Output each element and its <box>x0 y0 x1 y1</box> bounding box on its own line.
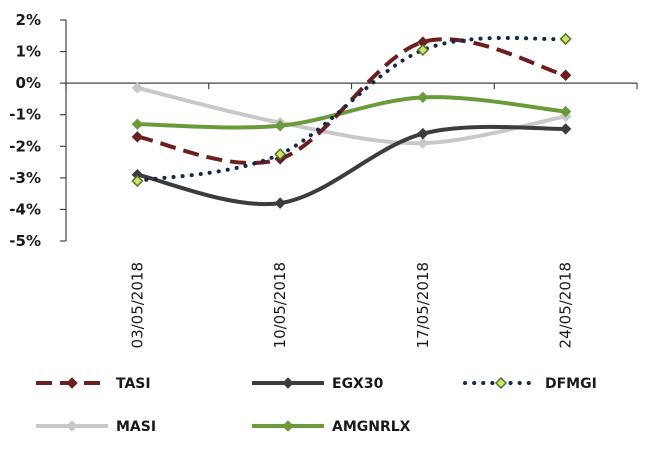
legend-label-dfmgi: DFMGI <box>545 376 597 392</box>
y-tick-label: -2% <box>9 137 41 155</box>
x-axis: 03/05/2018 10/05/2018 17/05/2018 24/05/2018 <box>65 82 638 348</box>
y-axis: 2% 1% 0% -1% -2% -3% -4% -5% <box>9 11 67 250</box>
legend-label-masi: MASI <box>116 419 156 435</box>
plot-area <box>131 32 572 209</box>
legend-marker-tasi <box>66 377 78 389</box>
y-tick-label: -5% <box>9 232 41 250</box>
series-line-amgnrlx <box>137 95 566 130</box>
legend-item-dfmgi: DFMGI <box>463 376 597 392</box>
data-point-egx30 <box>274 197 286 209</box>
legend-marker-amgnrlx <box>282 420 294 432</box>
data-point-amgnrlx <box>559 105 572 118</box>
legend-item-masi: MASI <box>36 419 156 435</box>
legend-label-amgnrlx: AMGNRLX <box>332 419 411 435</box>
y-tick-label: 0% <box>16 74 41 92</box>
data-point-masi <box>417 137 429 149</box>
legend-marker-dfmgi <box>494 376 508 390</box>
legend-item-egx30: EGX30 <box>252 376 384 392</box>
y-tick-label: 2% <box>16 11 41 29</box>
data-point-dfmgi <box>416 43 429 57</box>
x-tick-label: 10/05/2018 <box>271 262 289 348</box>
legend-marker-egx30 <box>282 377 294 389</box>
series-dfmgi <box>131 32 572 188</box>
series-line-dfmgi <box>135 35 568 184</box>
legend-item-amgnrlx: AMGNRLX <box>252 419 411 435</box>
data-point-masi <box>131 82 144 94</box>
x-tick-label: 24/05/2018 <box>557 262 575 348</box>
legend: TASI EGX30 DFMGI MASI AMGNRLX <box>36 376 597 435</box>
series-masi <box>131 82 572 149</box>
y-tick-label: 1% <box>16 43 41 61</box>
data-point-dfmgi <box>274 148 287 161</box>
x-tick-label: 17/05/2018 <box>414 262 432 348</box>
legend-label-egx30: EGX30 <box>332 376 384 392</box>
data-point-dfmgi <box>559 32 572 46</box>
data-point-egx30 <box>417 127 429 140</box>
data-point-amgnrlx <box>131 118 144 130</box>
y-tick-label: -3% <box>9 169 41 187</box>
legend-item-tasi: TASI <box>36 376 151 392</box>
legend-marker-masi <box>66 420 78 432</box>
series-line-egx30 <box>136 124 566 207</box>
series-amgnrlx <box>131 91 572 132</box>
data-point-amgnrlx <box>274 120 286 132</box>
data-point-amgnrlx <box>417 91 429 104</box>
x-tick-label: 03/05/2018 <box>128 262 146 348</box>
legend-label-tasi: TASI <box>116 376 151 392</box>
y-tick-label: -1% <box>9 106 41 124</box>
data-point-egx30 <box>559 123 572 135</box>
y-tick-label: -4% <box>9 200 41 218</box>
data-point-dfmgi <box>131 174 144 188</box>
series-line-masi <box>136 85 566 146</box>
data-point-tasi <box>559 69 572 81</box>
data-point-tasi <box>131 131 144 143</box>
